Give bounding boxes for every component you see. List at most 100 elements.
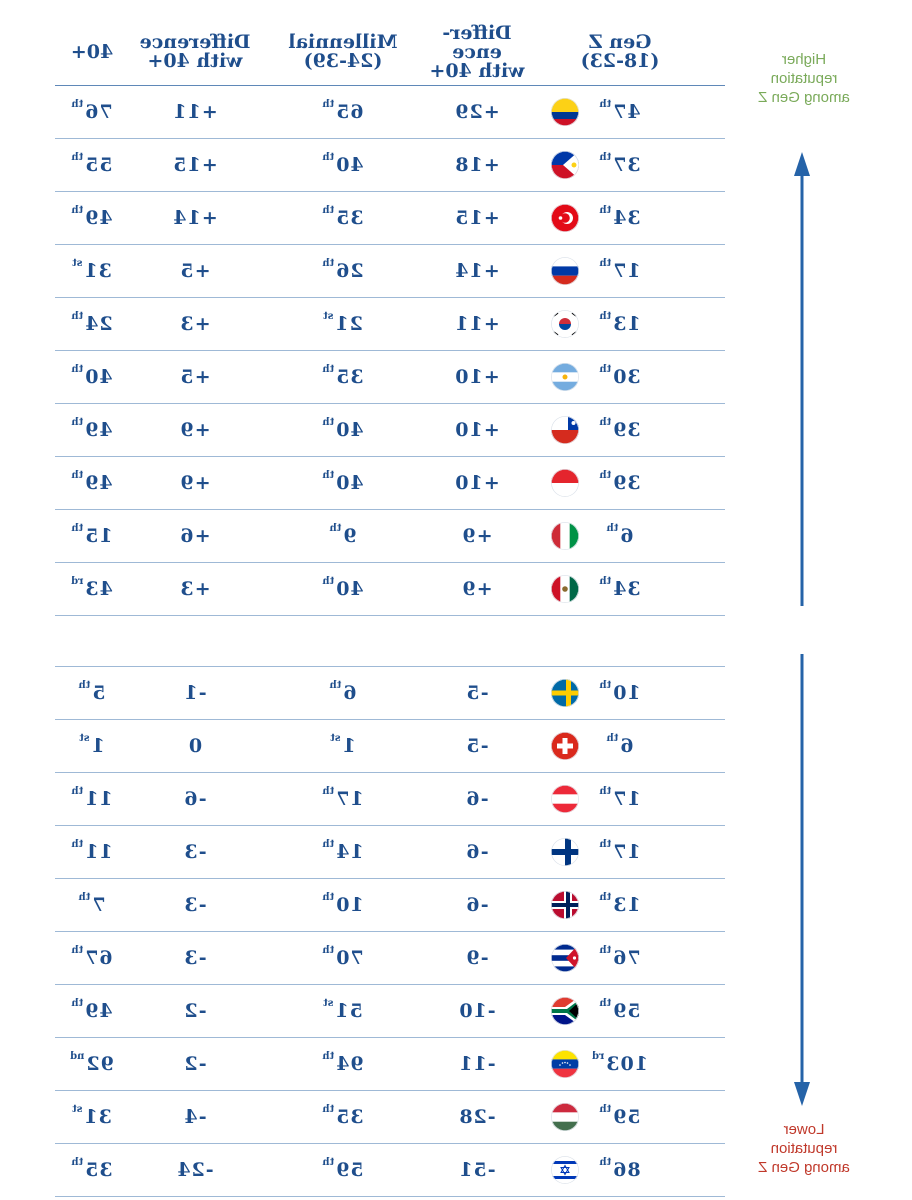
flag-philippines-icon (551, 151, 579, 179)
millennial-difference: +9 (125, 404, 265, 456)
forty-plus-rank-suffix: th (71, 205, 84, 216)
higher-reputation-label: Higher reputation among Gen Z (734, 50, 874, 107)
flag-israel-icon (551, 1156, 579, 1184)
forty-plus-rank-suffix: st (72, 1104, 83, 1115)
millennial-difference-value: +14 (172, 207, 218, 229)
millennial-difference-value: 0 (187, 735, 203, 757)
forty-plus-rank-number: 11 (84, 788, 113, 810)
gen-z-difference: -5 (402, 667, 552, 719)
gen-z-difference: +11 (402, 298, 552, 350)
millennial-rank-suffix: th (322, 1051, 335, 1062)
millennial-rank-number: 59 (335, 1159, 364, 1181)
gen-z-difference: +15 (402, 192, 552, 244)
gen-z-rank-number: 6 (619, 735, 634, 757)
gen-z-rank-suffix: th (599, 470, 612, 481)
gen-z-rank-number: 34 (612, 578, 641, 600)
millennial-difference-value: +6 (179, 525, 211, 547)
flag-mexico-icon (551, 575, 579, 603)
millennial-rank-suffix: th (322, 364, 335, 375)
millennial-difference: +5 (125, 245, 265, 297)
millennial-difference: 0 (125, 720, 265, 772)
millennial-difference: -3 (125, 932, 265, 984)
gen-z-rank-number: 39 (612, 472, 641, 494)
flag-turkey-icon (551, 204, 579, 232)
millennial-rank-number: 14 (335, 841, 364, 863)
millennial-rank-number: 70 (335, 947, 364, 969)
gen-z-rank-suffix: rd (592, 1051, 605, 1062)
millennial-difference-value: -6 (183, 788, 207, 810)
millennial-rank-number: 26 (335, 260, 364, 282)
header-millennial-line2: (24-39) (303, 50, 383, 72)
header-diff-mill: Difference with 40+ (125, 22, 265, 82)
gen-z-rank-number: 76 (612, 947, 641, 969)
gen-z-difference: +10 (402, 457, 552, 509)
gen-z-difference-value: -5 (465, 682, 489, 704)
gen-z-difference-value: +9 (461, 578, 493, 600)
millennial-rank-number: 35 (335, 366, 364, 388)
forty-plus-rank-number: 55 (84, 154, 113, 176)
millennial-difference-value: +9 (179, 419, 211, 441)
forty-plus-rank-suffix: th (71, 417, 84, 428)
gen-z-rank-suffix: th (599, 998, 612, 1009)
flag-norway-icon (551, 891, 579, 919)
millennial-difference-value: +3 (179, 578, 211, 600)
gen-z-difference-value: +10 (454, 472, 500, 494)
gen-z-difference: +9 (402, 563, 552, 615)
gen-z-difference: -10 (402, 985, 552, 1037)
gen-z-rank-suffix: th (599, 945, 612, 956)
millennial-rank-number: 17 (335, 788, 364, 810)
gen-z-rank-suffix: th (599, 680, 612, 691)
millennial-difference-value: +3 (179, 313, 211, 335)
flag-sweden-icon (551, 679, 579, 707)
forty-plus-rank-suffix: th (78, 892, 91, 903)
forty-plus-rank-suffix: th (71, 1157, 84, 1168)
flag-chile-icon (551, 416, 579, 444)
gen-z-difference-value: +11 (454, 313, 500, 335)
millennial-rank-number: 40 (335, 419, 364, 441)
forty-plus-rank-number: 92 (85, 1053, 114, 1075)
millennial-rank-number: 51 (334, 1000, 363, 1022)
forty-plus-rank-number: 15 (84, 525, 113, 547)
gen-z-rank-number: 10 (612, 682, 641, 704)
millennial-rank-suffix: th (322, 1104, 335, 1115)
gen-z-rank-suffix: th (599, 205, 612, 216)
millennial-difference-value: -24 (176, 1159, 214, 1181)
gen-z-difference-value: +15 (454, 207, 500, 229)
header-millennial: Millennial (24-39) (268, 22, 418, 82)
flag-indonesia-icon (551, 469, 579, 497)
millennial-difference-value: -4 (183, 1106, 207, 1128)
millennial-rank-number: 9 (342, 525, 357, 547)
millennial-difference: +9 (125, 457, 265, 509)
gen-z-difference: +9 (402, 510, 552, 562)
millennial-rank-suffix: st (323, 311, 334, 322)
forty-plus-rank-suffix: nd (70, 1051, 85, 1062)
gen-z-rank-number: 59 (612, 1000, 641, 1022)
millennial-difference-value: -3 (183, 947, 207, 969)
millennial-difference-value: -2 (183, 1000, 207, 1022)
forty-plus-rank-suffix: th (71, 99, 84, 110)
gen-z-rank-suffix: th (599, 576, 612, 587)
millennial-rank-suffix: th (322, 205, 335, 216)
forty-plus-rank-suffix: th (71, 311, 84, 322)
millennial-difference: -4 (125, 1091, 265, 1143)
forty-plus-rank-number: 35 (84, 1159, 113, 1181)
gen-z-difference: -6 (402, 773, 552, 825)
